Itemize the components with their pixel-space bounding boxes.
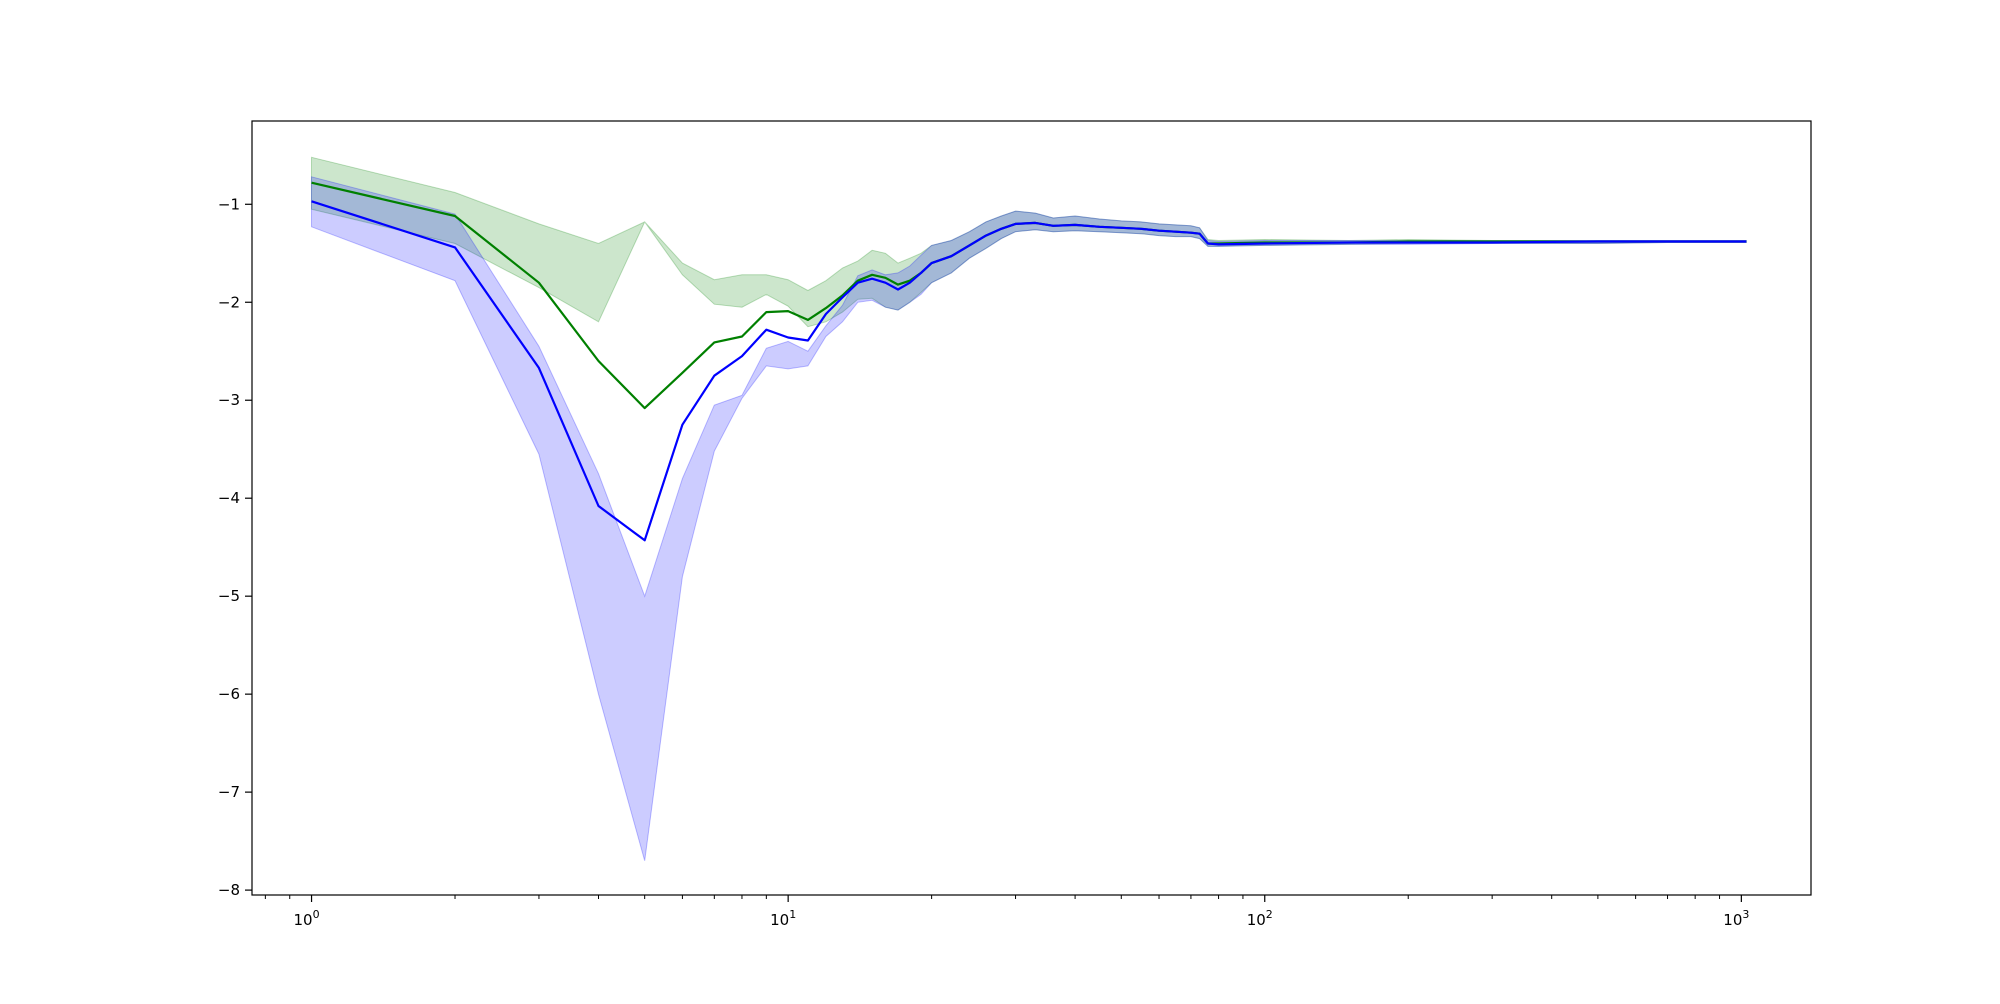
x-tick-label: 100 (293, 908, 319, 929)
plot-area (252, 121, 1811, 895)
series-lines (311, 181, 1747, 542)
series-2-line (311, 200, 1747, 542)
x-tick-label: 103 (1723, 908, 1749, 929)
y-tick-label: −3 (218, 391, 240, 409)
x-tick-label-base: 10 (770, 911, 789, 929)
x-tick-label-exponent: 3 (1742, 908, 1749, 921)
plot-frame (251, 120, 1812, 896)
y-tick-label: −4 (218, 489, 240, 507)
x-tick-label-base: 10 (1247, 911, 1266, 929)
y-tick-label: −2 (218, 293, 240, 311)
x-tick-label-exponent: 1 (789, 908, 796, 921)
x-tick-label-exponent: 2 (1266, 908, 1273, 921)
y-tick-label: −6 (218, 685, 240, 703)
x-tick-label: 101 (770, 908, 796, 929)
x-axis: 100 101 102 103 (264, 895, 1749, 929)
x-tick-label-exponent: 0 (313, 908, 320, 921)
y-tick-label: −5 (218, 587, 240, 605)
x-tick-label-base: 10 (293, 911, 312, 929)
y-tick-label: −8 (218, 881, 240, 899)
y-tick-label: −1 (218, 195, 240, 213)
y-tick-label: −7 (218, 783, 240, 801)
y-axis: −1 −2 −3 −4 −5 −6 −7 −8 (218, 195, 252, 899)
x-tick-label: 102 (1247, 908, 1273, 929)
x-tick-label-base: 10 (1723, 911, 1742, 929)
